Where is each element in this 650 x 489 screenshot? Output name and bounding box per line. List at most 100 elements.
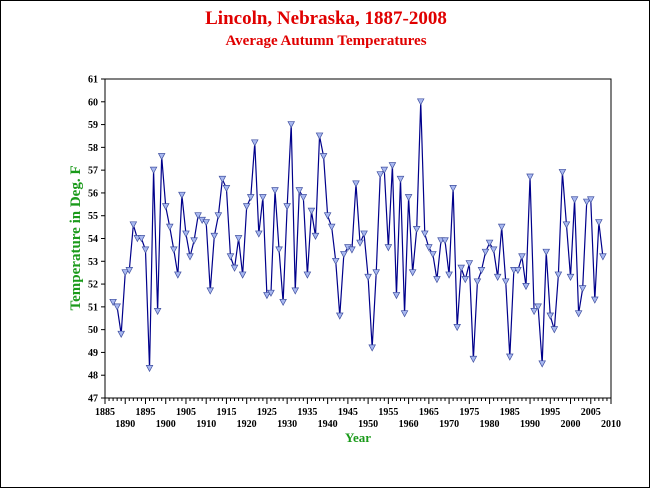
- data-point: [396, 175, 405, 184]
- data-point: [267, 289, 275, 297]
- x-tick-label: 1980: [480, 419, 500, 430]
- x-tick-label: 1895: [135, 407, 155, 418]
- y-tick-label: 61: [88, 75, 98, 86]
- data-point: [416, 98, 425, 106]
- data-point: [566, 273, 575, 281]
- y-tick-label: 56: [88, 188, 98, 199]
- data-point: [408, 269, 417, 277]
- y-tick-label: 49: [88, 348, 98, 359]
- data-point: [429, 251, 437, 259]
- data-point: [315, 132, 324, 140]
- data-point: [125, 267, 134, 275]
- data-point: [340, 251, 348, 259]
- data-point: [542, 248, 551, 256]
- y-tick-label: 55: [88, 211, 98, 222]
- data-point: [153, 308, 162, 316]
- data-point: [574, 310, 583, 318]
- x-tick-label: 1970: [439, 419, 459, 430]
- data-point: [380, 166, 389, 174]
- x-tick-label: 2010: [601, 419, 621, 430]
- data-point: [534, 303, 542, 311]
- data-point: [194, 212, 202, 220]
- data-point: [234, 235, 243, 243]
- data-point: [335, 312, 344, 320]
- x-tick-label: 1960: [399, 419, 419, 430]
- x-tick-label: 2005: [581, 407, 601, 418]
- data-point: [514, 267, 522, 275]
- data-point: [186, 253, 194, 261]
- data-point: [421, 230, 429, 238]
- x-tick-label: 1910: [196, 419, 216, 430]
- data-point: [477, 267, 486, 275]
- data-point: [497, 223, 506, 231]
- data-point: [161, 203, 170, 211]
- data-point: [599, 253, 607, 261]
- data-point: [303, 271, 312, 279]
- data-point: [242, 203, 251, 211]
- data-point: [449, 185, 457, 193]
- data-point: [582, 198, 591, 206]
- data-point: [109, 298, 117, 307]
- data-point: [445, 271, 453, 279]
- data-point: [404, 194, 413, 202]
- data-point: [400, 310, 409, 318]
- x-tick-label: 1900: [156, 419, 176, 430]
- data-point: [518, 253, 526, 261]
- x-axis-label: Year: [345, 430, 371, 445]
- data-markers: [109, 98, 607, 373]
- data-point: [356, 239, 364, 247]
- data-point: [457, 264, 466, 272]
- data-point: [275, 246, 283, 254]
- data-point: [283, 203, 291, 211]
- data-point: [311, 232, 320, 240]
- chart-title: Lincoln, Nebraska, 1887-2008: [205, 8, 447, 29]
- data-point: [246, 194, 255, 202]
- data-point: [465, 260, 474, 268]
- data-point: [287, 121, 295, 129]
- data-point: [364, 273, 372, 281]
- data-point: [473, 278, 482, 286]
- x-tick-label: 1920: [237, 419, 257, 430]
- data-point: [388, 162, 397, 170]
- x-tick-label: 1915: [216, 407, 236, 418]
- data-point: [299, 194, 308, 202]
- data-point: [586, 196, 595, 204]
- y-tick-label: 54: [88, 234, 98, 245]
- data-point: [182, 230, 190, 238]
- x-tick-label: 1985: [500, 407, 520, 418]
- data-point: [206, 287, 215, 295]
- data-point: [218, 175, 227, 184]
- data-point: [368, 344, 376, 352]
- x-tick-label: 2000: [561, 419, 581, 430]
- y-tick-label: 60: [88, 97, 98, 108]
- data-point: [595, 219, 603, 227]
- data-point: [412, 226, 421, 234]
- data-point: [113, 303, 121, 311]
- y-axis: 47 48 49 50 51 52 53 54 55 56 57 58 59 60 61: [88, 75, 105, 405]
- data-point: [121, 269, 130, 277]
- data-point: [214, 212, 223, 220]
- y-tick-label: 48: [88, 371, 98, 382]
- data-point: [526, 173, 534, 181]
- data-point: [538, 360, 546, 368]
- data-point: [469, 355, 478, 364]
- data-point: [149, 166, 158, 174]
- data-point: [348, 246, 356, 254]
- data-point: [170, 246, 178, 254]
- data-point: [441, 237, 449, 245]
- x-tick-label: 1925: [257, 407, 277, 418]
- data-point: [174, 271, 182, 279]
- data-point: [506, 353, 514, 361]
- y-axis-label: Temperature in Deg. F: [68, 166, 84, 311]
- data-point: [546, 312, 555, 320]
- data-point: [376, 171, 385, 179]
- data-point: [307, 207, 316, 215]
- data-point: [558, 169, 567, 177]
- x-tick-label: 1945: [338, 407, 358, 418]
- data-point: [117, 330, 125, 338]
- y-tick-label: 47: [88, 394, 98, 405]
- data-point: [327, 223, 336, 231]
- data-point: [250, 139, 259, 147]
